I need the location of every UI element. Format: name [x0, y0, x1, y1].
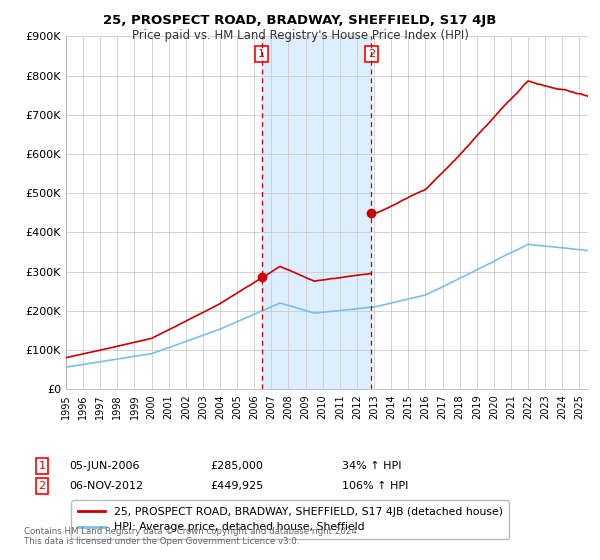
Text: Price paid vs. HM Land Registry's House Price Index (HPI): Price paid vs. HM Land Registry's House …: [131, 29, 469, 42]
Text: 34% ↑ HPI: 34% ↑ HPI: [342, 461, 401, 471]
Text: 2: 2: [368, 49, 375, 59]
Text: Contains HM Land Registry data © Crown copyright and database right 2024.
This d: Contains HM Land Registry data © Crown c…: [24, 526, 359, 546]
Text: £285,000: £285,000: [210, 461, 263, 471]
Text: 1: 1: [258, 49, 265, 59]
Legend: 25, PROSPECT ROAD, BRADWAY, SHEFFIELD, S17 4JB (detached house), HPI: Average pr: 25, PROSPECT ROAD, BRADWAY, SHEFFIELD, S…: [71, 501, 509, 539]
Text: 05-JUN-2006: 05-JUN-2006: [69, 461, 139, 471]
Text: £449,925: £449,925: [210, 481, 263, 491]
Bar: [262, 36, 371, 389]
Text: 2: 2: [38, 481, 46, 491]
Text: 06-NOV-2012: 06-NOV-2012: [69, 481, 143, 491]
Text: 1: 1: [38, 461, 46, 471]
Text: 106% ↑ HPI: 106% ↑ HPI: [342, 481, 409, 491]
Text: 25, PROSPECT ROAD, BRADWAY, SHEFFIELD, S17 4JB: 25, PROSPECT ROAD, BRADWAY, SHEFFIELD, S…: [103, 14, 497, 27]
